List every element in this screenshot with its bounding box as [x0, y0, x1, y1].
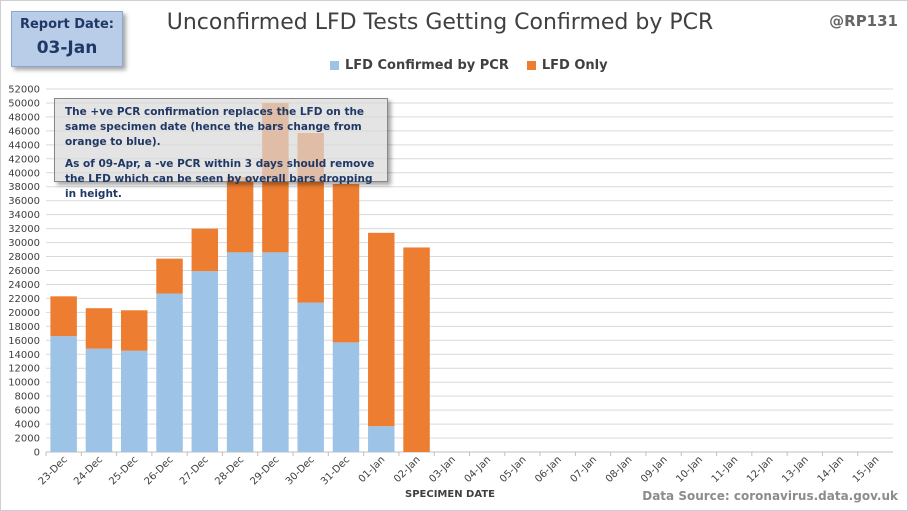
y-tick-label: 20000: [8, 308, 40, 319]
bar-lfd-only-26-Dec: [156, 258, 183, 294]
y-tick-label: 8000: [15, 392, 40, 403]
x-tick-label: 30-Dec: [284, 454, 317, 487]
y-tick-label: 24000: [8, 280, 40, 291]
x-tick-label: 03-Jan: [427, 454, 458, 485]
y-tick-label: 50000: [8, 98, 40, 109]
bar-lfd-only-02-Jan: [403, 247, 430, 452]
x-tick-label: 23-Dec: [37, 454, 70, 487]
bar-confirmed-28-Dec: [226, 252, 254, 452]
bar-lfd-only-27-Dec: [191, 228, 219, 272]
y-tick-label: 12000: [8, 364, 40, 375]
x-tick-label: 10-Jan: [674, 454, 705, 485]
y-tick-label: 18000: [8, 322, 40, 333]
bar-confirmed-29-Dec: [262, 252, 289, 452]
legend-swatch-confirmed: [330, 61, 339, 70]
x-axis-title: SPECIMEN DATE: [405, 489, 495, 500]
y-tick-label: 36000: [8, 196, 40, 207]
y-tick-label: 52000: [8, 85, 40, 96]
x-tick-label: 15-Jan: [851, 454, 882, 485]
bar-lfd-only-23-Dec: [50, 296, 77, 337]
x-tick-label: 06-Jan: [533, 454, 564, 485]
x-tick-label: 08-Jan: [604, 454, 635, 485]
report-date-value: 03-Jan: [36, 38, 98, 58]
y-tick-label: 2000: [15, 434, 40, 445]
x-tick-label: 28-Dec: [213, 454, 246, 487]
bar-lfd-only-01-Jan: [368, 232, 395, 427]
author-handle: @RP131: [829, 12, 898, 30]
bar-confirmed-25-Dec: [120, 350, 148, 452]
legend-label-lfd-only: LFD Only: [541, 58, 608, 73]
y-tick-label: 38000: [8, 182, 40, 193]
y-tick-label: 6000: [15, 406, 40, 417]
bar-confirmed-24-Dec: [85, 348, 113, 452]
y-tick-label: 22000: [8, 294, 40, 305]
y-tick-label: 4000: [15, 420, 40, 431]
x-tick-label: 09-Jan: [639, 454, 670, 485]
x-tick-label: 31-Dec: [319, 454, 352, 487]
annotation-line-1: The +ve PCR confirmation replaces the LF…: [65, 106, 365, 149]
y-tick-label: 44000: [8, 140, 40, 151]
y-tick-label: 42000: [8, 154, 40, 165]
legend: LFD Confirmed by PCR LFD Only: [330, 58, 608, 73]
legend-item-lfd-only: LFD Only: [526, 58, 608, 73]
x-tick-label: 14-Jan: [816, 454, 847, 485]
x-tick-label: 05-Jan: [498, 454, 529, 485]
x-tick-label: 13-Jan: [780, 454, 811, 485]
bar-confirmed-26-Dec: [156, 293, 183, 452]
x-tick-label: 11-Jan: [710, 454, 741, 485]
x-tick-label: 12-Jan: [745, 454, 776, 485]
legend-swatch-lfd-only: [526, 61, 536, 70]
bar-confirmed-30-Dec: [297, 302, 324, 452]
x-tick-label: 26-Dec: [143, 454, 176, 487]
bar-lfd-only-28-Dec: [226, 176, 254, 253]
x-tick-label: 25-Dec: [107, 454, 140, 487]
y-tick-label: 46000: [8, 126, 40, 137]
y-tick-label: 10000: [8, 378, 40, 389]
x-tick-label: 02-Jan: [392, 454, 423, 485]
x-tick-label: 27-Dec: [178, 454, 211, 487]
y-tick-label: 34000: [8, 210, 40, 221]
bar-confirmed-01-Jan: [368, 426, 395, 452]
report-date-label: Report Date:: [19, 17, 114, 32]
chart-title: Unconfirmed LFD Tests Getting Confirmed …: [166, 10, 714, 35]
y-tick-label: 30000: [8, 238, 40, 249]
y-tick-label: 28000: [8, 252, 40, 263]
report-date-box: Report Date: 03-Jan: [11, 11, 123, 67]
y-tick-label: 48000: [8, 112, 40, 123]
bar-confirmed-23-Dec: [50, 336, 77, 452]
y-tick-label: 40000: [8, 168, 40, 179]
y-tick-label: 14000: [8, 350, 40, 361]
x-tick-label: 07-Jan: [569, 454, 600, 485]
y-tick-label: 0: [34, 448, 40, 459]
y-tick-label: 16000: [8, 336, 40, 347]
x-tick-label: 01-Jan: [357, 454, 388, 485]
x-tick-label: 24-Dec: [72, 454, 105, 487]
x-tick-label: 04-Jan: [463, 454, 494, 485]
annotation-box: The +ve PCR confirmation replaces the LF…: [54, 98, 388, 200]
legend-label-confirmed: LFD Confirmed by PCR: [345, 58, 509, 73]
bar-lfd-only-25-Dec: [120, 310, 148, 351]
y-tick-label: 26000: [8, 266, 40, 277]
x-tick-label: 29-Dec: [249, 454, 282, 487]
bar-lfd-only-31-Dec: [332, 183, 360, 343]
annotation-line-2: As of 09-Apr, a -ve PCR within 3 days sh…: [65, 157, 375, 201]
data-source: Data Source: coronavirus.data.gov.uk: [642, 489, 898, 503]
bar-confirmed-27-Dec: [191, 271, 219, 452]
y-tick-label: 32000: [8, 224, 40, 235]
bar-lfd-only-24-Dec: [85, 308, 113, 349]
bar-confirmed-31-Dec: [332, 342, 360, 452]
legend-item-confirmed: LFD Confirmed by PCR: [330, 58, 509, 73]
